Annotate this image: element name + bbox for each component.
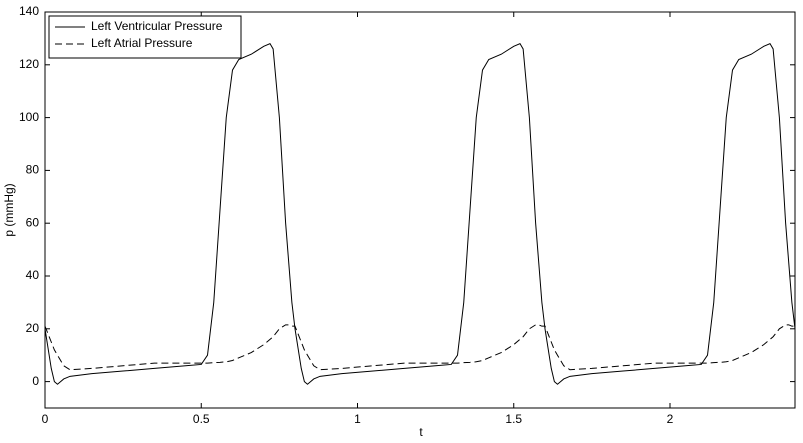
x-tick-label: 2 bbox=[667, 412, 674, 426]
y-tick-label: 120 bbox=[19, 57, 39, 71]
legend-label: Left Ventricular Pressure bbox=[91, 19, 223, 33]
y-tick-label: 0 bbox=[32, 374, 39, 388]
y-tick-label: 100 bbox=[19, 110, 39, 124]
x-tick-label: 0.5 bbox=[193, 412, 210, 426]
legend-label: Left Atrial Pressure bbox=[91, 36, 193, 50]
x-axis-label: t bbox=[419, 425, 423, 439]
y-tick-label: 40 bbox=[26, 268, 40, 282]
series-line bbox=[45, 324, 795, 371]
series-line bbox=[45, 43, 795, 385]
plot-frame bbox=[44, 11, 796, 409]
y-tick-label: 80 bbox=[26, 163, 40, 177]
x-tick-label: 1 bbox=[354, 412, 361, 426]
y-axis-label: p (mmHg) bbox=[2, 183, 16, 236]
x-tick-label: 1.5 bbox=[505, 412, 522, 426]
y-tick-label: 60 bbox=[26, 215, 40, 229]
legend-box bbox=[48, 15, 242, 59]
y-tick-label: 140 bbox=[19, 4, 39, 18]
x-tick-label: 0 bbox=[42, 412, 49, 426]
y-tick-label: 20 bbox=[26, 321, 40, 335]
